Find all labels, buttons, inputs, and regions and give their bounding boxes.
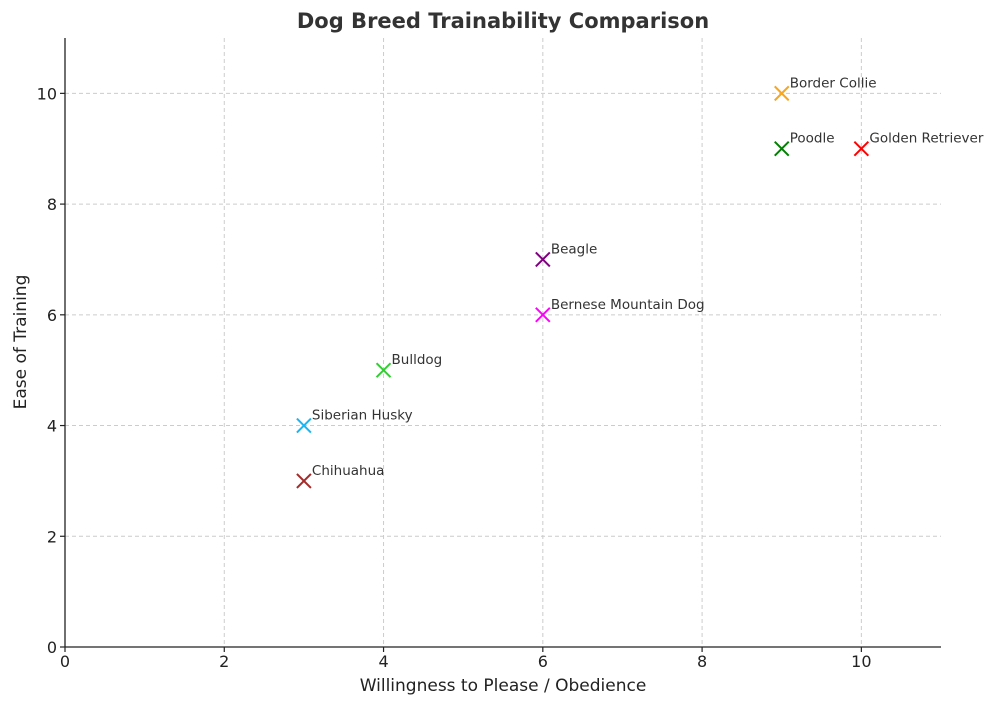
point-marker [296, 473, 312, 489]
data-point: Bulldog [375, 352, 443, 378]
point-marker [774, 141, 790, 157]
x-tick-label: 4 [378, 652, 388, 671]
y-tick-label: 4 [47, 417, 57, 436]
x-tick-label: 6 [538, 652, 548, 671]
point-label: Golden Retriever [869, 131, 983, 147]
point-label: Siberian Husky [312, 408, 413, 424]
x-axis-label: Willingness to Please / Obedience [360, 676, 647, 696]
data-point: Bernese Mountain Dog [535, 297, 705, 323]
point-label: Bulldog [392, 352, 443, 368]
x-tick-label: 10 [851, 652, 871, 671]
y-axis-label: Ease of Training [11, 275, 31, 410]
point-label: Beagle [551, 241, 597, 257]
data-point: Beagle [535, 241, 597, 268]
x-tick-label: 2 [219, 652, 229, 671]
data-point: Siberian Husky [296, 408, 413, 434]
point-marker [296, 417, 312, 434]
y-tick-label: 8 [47, 195, 57, 214]
chart-title: Dog Breed Trainability Comparison [297, 9, 709, 33]
x-tick-label: 0 [60, 652, 70, 671]
x-tick-label: 8 [697, 652, 707, 671]
ticks: 0 2 4 6 8 10 0 2 4 6 8 10 [37, 84, 872, 671]
point-label: Chihuahua [312, 463, 385, 479]
data-point: Golden Retriever [853, 131, 984, 157]
y-tick-label: 10 [37, 84, 57, 103]
point-marker [535, 307, 551, 323]
y-tick-label: 6 [47, 306, 57, 325]
point-label: Bernese Mountain Dog [551, 297, 705, 313]
point-marker [535, 251, 551, 268]
data-point: Chihuahua [296, 463, 385, 489]
y-tick-label: 0 [47, 638, 57, 657]
point-marker [375, 362, 392, 378]
point-marker [774, 85, 790, 102]
data-point: Border Collie [774, 75, 877, 102]
data-point: Poodle [774, 131, 835, 157]
y-tick-label: 2 [47, 527, 57, 546]
axes [64, 38, 941, 648]
point-label: Border Collie [790, 75, 877, 91]
point-marker [853, 141, 870, 157]
grid [65, 38, 941, 647]
point-label: Poodle [790, 131, 835, 147]
data-points: Border Collie Poodle Golden Retriever Beagl… [296, 75, 984, 489]
